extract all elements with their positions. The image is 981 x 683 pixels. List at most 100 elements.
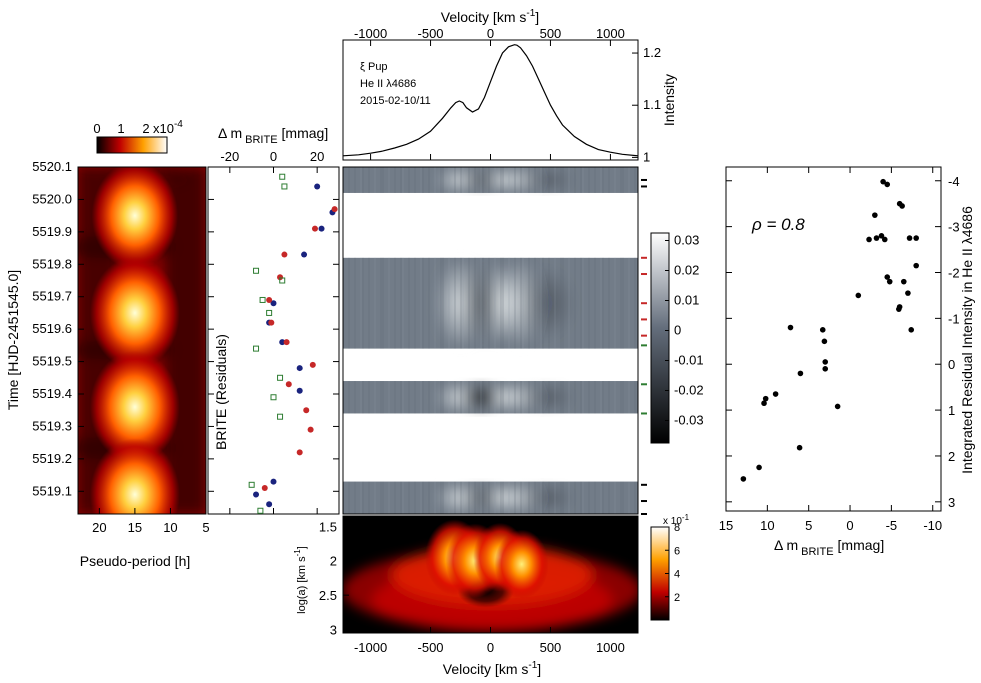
brite-point-blue <box>318 225 325 232</box>
correlation-point <box>884 181 891 188</box>
wavelet-time-xtick: 20 <box>92 520 106 535</box>
wavelet-velocity-xtick: 500 <box>540 640 562 655</box>
wavelet-time-xtick: 10 <box>163 520 177 535</box>
correlation-point <box>913 235 919 241</box>
brite-point-blue <box>266 501 273 508</box>
brite-point-green <box>279 277 286 284</box>
wavelet-velocity-ytick: 1.5 <box>319 519 337 534</box>
correlation-frame <box>725 166 942 512</box>
wavelet-velocity-ytick: 3 <box>330 623 337 638</box>
correlation-xtick: 10 <box>760 518 774 533</box>
wavelet-time-colorbar-exponent: x10-4 <box>153 119 183 136</box>
wavelet-time-ytick: 5519.7 <box>32 289 72 304</box>
brite-point-red <box>309 361 316 368</box>
wavelet-time-peak <box>89 438 180 514</box>
brite-point-red <box>283 339 290 346</box>
brite-point-red <box>307 426 314 433</box>
correlation-point <box>913 262 919 269</box>
wavelet-velocity-panel: 1.5 2 2.5 3 -1000 -500 0 500 1000 log(a) [km s-… <box>293 513 690 677</box>
correlation-point <box>878 233 885 239</box>
correlation-point <box>834 403 841 410</box>
wavelet-time-ytick: 5519.2 <box>32 451 72 466</box>
wavelet-velocity-xtick: 1000 <box>596 640 625 655</box>
spectrum-ytick: 1 <box>643 149 650 164</box>
spectrum-top-xlabel: Velocity [km s-1] <box>441 8 539 25</box>
correlation-point <box>880 178 886 185</box>
wavelet-velocity-colorbar-exponent: x 10-1 <box>663 513 690 527</box>
brite-xtick: 20 <box>310 149 324 164</box>
brite-point-blue <box>270 478 277 485</box>
brite-point-red <box>266 296 273 303</box>
spectrum-panel: Velocity [km s-1] -1000 -500 0 500 1000 1.2 1… <box>342 8 677 164</box>
brite-point-red <box>303 407 310 414</box>
correlation-point <box>881 236 888 243</box>
correlation-ytick: 3 <box>948 495 955 510</box>
brite-point-red <box>311 225 318 232</box>
wavelet-time-peak <box>89 350 180 464</box>
spectrum-line <box>342 44 639 157</box>
brite-point-red <box>285 381 292 388</box>
brite-point-blue <box>279 339 286 346</box>
brite-point-blue <box>314 183 321 190</box>
wavelet-velocity-ylabel: log(a) [km s-1] <box>293 546 308 614</box>
correlation-point <box>740 476 747 482</box>
brite-xtick: -20 <box>220 149 239 164</box>
dynamic-colorbar-tick: 0.03 <box>674 233 699 248</box>
correlation-xtick: 0 <box>846 518 853 533</box>
dynamic-colorbar-tick: 0 <box>674 323 681 338</box>
brite-point-green <box>277 413 284 420</box>
correlation-point <box>905 290 911 296</box>
correlation-xtick: -10 <box>923 518 942 533</box>
correlation-point <box>908 327 915 333</box>
wavelet-time-ytick: 5520.0 <box>32 191 72 206</box>
spectrum-ytick: 1.1 <box>643 97 661 112</box>
wavelet-velocity-colorbar-tick: 6 <box>674 545 680 557</box>
dynamic-colorbar-tick: -0.03 <box>674 413 704 428</box>
brite-point-red <box>261 485 268 492</box>
dynamic-block <box>343 481 638 514</box>
brite-point-green <box>259 296 266 303</box>
spectrum-legend-date: 2015-02-10/11 <box>360 95 431 107</box>
wavelet-velocity-xtick: 0 <box>487 640 494 655</box>
brite-point-green <box>281 183 288 190</box>
dynamic-block <box>343 167 638 193</box>
spectrum-xtick: -500 <box>418 26 444 41</box>
dynamic-block <box>343 381 638 414</box>
brite-point-red <box>281 251 288 258</box>
wavelet-time-colorbar-tick: 2 <box>142 121 149 136</box>
wavelet-time-colorbar-tick: 0 <box>93 121 100 136</box>
brite-point-red <box>296 449 303 456</box>
correlation-point <box>772 391 779 397</box>
correlation-point <box>855 292 862 299</box>
dynamic-colorbar-tick: 0.02 <box>674 263 699 278</box>
brite-point-green <box>248 481 255 488</box>
correlation-point <box>819 327 826 333</box>
correlation-ytick: -4 <box>948 174 960 189</box>
correlation-point <box>900 278 907 285</box>
dynamic-colorbar <box>650 232 670 444</box>
brite-point-green <box>253 267 260 274</box>
correlation-point <box>797 370 804 377</box>
correlation-point <box>899 203 905 209</box>
wavelet-time-ytick: 5519.5 <box>32 354 72 369</box>
wavelet-time-xlabel: Pseudo-period [h] <box>80 553 191 569</box>
correlation-point <box>906 235 913 241</box>
dynamic-panel: 0.03 0.02 0.01 0 -0.01 -0.02 -0.03 <box>342 166 704 515</box>
wavelet-time-ytick: 5519.3 <box>32 418 72 433</box>
correlation-point <box>756 464 762 471</box>
wavelet-velocity-xlabel: Velocity [km s-1] <box>443 660 541 677</box>
brite-point-green <box>253 345 260 352</box>
brite-point-red <box>331 206 338 213</box>
wavelet-time-xtick: 15 <box>128 520 142 535</box>
brite-xtick: 0 <box>270 149 277 164</box>
brite-point-blue <box>270 300 277 307</box>
dynamic-colorbar-tick: 0.01 <box>674 293 699 308</box>
wavelet-velocity-ytick: 2 <box>330 554 337 569</box>
correlation-rho: ρ = 0.8 <box>751 215 805 234</box>
wavelet-velocity-heatmap <box>343 516 638 633</box>
dynamic-heatmap <box>343 167 638 514</box>
wavelet-velocity-xtick: -1000 <box>354 640 387 655</box>
wavelet-velocity-colorbar-tick: 2 <box>674 592 680 604</box>
wavelet-time-ytick: 5519.8 <box>32 256 72 271</box>
